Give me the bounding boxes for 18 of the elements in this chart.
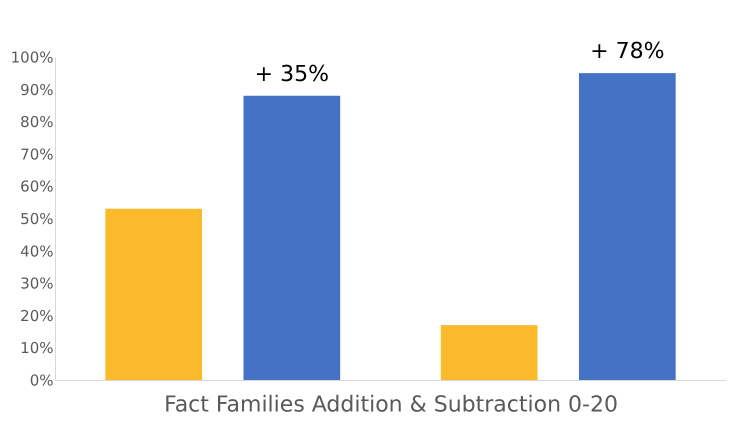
- annotation: + 35%: [254, 62, 329, 87]
- y-tick-label: 0%: [30, 372, 54, 390]
- y-tick-label: 60%: [20, 178, 54, 196]
- y-tick-label: 90%: [20, 80, 54, 99]
- annotation: + 78%: [590, 39, 664, 64]
- y-tick-label: 50%: [20, 210, 54, 228]
- y-tick-label: 20%: [20, 306, 54, 325]
- y-tick-label: 30%: [20, 274, 54, 293]
- y-tick-label: 10%: [20, 339, 54, 358]
- y-tick-label: 70%: [20, 145, 54, 164]
- bar: [440, 325, 538, 380]
- y-tick-label: 100%: [10, 48, 54, 66]
- bar: [243, 96, 340, 380]
- y-tick-label: 40%: [20, 242, 54, 260]
- bar: [578, 73, 676, 380]
- bar: [105, 208, 202, 380]
- y-tick-label: 80%: [20, 113, 54, 132]
- x-axis-title: Fact Families Addition & Subtraction 0-20: [164, 392, 618, 418]
